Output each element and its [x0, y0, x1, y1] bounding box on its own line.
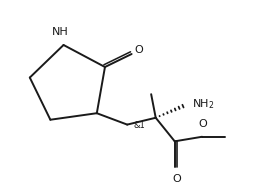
Text: O: O [199, 119, 208, 129]
Text: NH: NH [52, 27, 69, 37]
Text: O: O [172, 174, 181, 184]
Text: &1: &1 [134, 121, 146, 130]
Text: NH$_2$: NH$_2$ [192, 97, 214, 111]
Text: O: O [135, 45, 144, 55]
